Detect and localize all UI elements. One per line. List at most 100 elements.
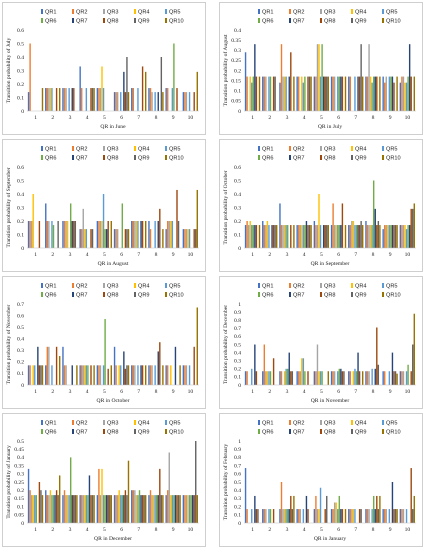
bar (255, 509, 258, 523)
bar (247, 225, 250, 248)
legend-label: QR5 (386, 421, 398, 427)
bar (124, 92, 127, 111)
bar (162, 365, 164, 385)
x-tick-label: 6 (337, 527, 340, 533)
bar (371, 225, 373, 248)
bar (27, 365, 30, 385)
bar (127, 460, 130, 523)
legend-label: QR1 (262, 10, 274, 16)
bar (246, 221, 248, 248)
bar (351, 221, 353, 248)
legend-swatch (382, 420, 384, 425)
chart-svg: QR1 QR2 QR3 QR4 QR5 QR6 QR7 QR8 QR9 QR10 0 0.1 0.2 0.… (5, 146, 199, 267)
y-tick-label: 0.5 (17, 439, 24, 445)
bar (46, 495, 49, 523)
legend-swatch (41, 283, 43, 288)
x-tick-label: 10 (405, 115, 411, 121)
legend-label: QR10 (386, 156, 401, 162)
bar (287, 509, 289, 523)
legend-label: QR4 (355, 284, 367, 290)
legend-swatch (351, 18, 353, 23)
legend-swatch (382, 146, 384, 151)
bar (291, 509, 294, 523)
bar (70, 457, 72, 523)
legend-label: QR5 (169, 147, 181, 153)
legend-label: QR8 (324, 293, 336, 299)
bar (296, 76, 298, 111)
bar (176, 189, 178, 248)
bar (288, 76, 290, 111)
bar (344, 76, 347, 111)
bar (68, 88, 70, 111)
x-tick-label: 8 (155, 115, 158, 121)
legend-swatch (320, 283, 322, 288)
legend-label: QR4 (138, 421, 150, 427)
legend-label: QR9 (138, 293, 150, 299)
bar (340, 76, 342, 111)
bar (354, 509, 356, 523)
bar (351, 509, 353, 523)
bar (57, 221, 59, 248)
bar (373, 495, 375, 523)
bar (288, 509, 290, 523)
legend-label: QR1 (45, 10, 57, 16)
x-tick-label: 1 (34, 527, 37, 533)
bar (134, 490, 136, 523)
bar (90, 229, 92, 248)
bar (358, 509, 361, 523)
bar (354, 368, 356, 385)
bar (65, 495, 67, 523)
bar (57, 495, 59, 523)
bar (352, 221, 355, 248)
bar (148, 88, 150, 111)
bar (91, 229, 94, 248)
bar (167, 88, 169, 111)
bar (101, 66, 103, 111)
x-tick-label: 10 (405, 527, 411, 533)
bar (40, 365, 42, 385)
bar (127, 365, 130, 385)
bar (298, 76, 300, 111)
bar (263, 225, 266, 248)
bar (326, 495, 328, 523)
bar (144, 365, 147, 385)
y-axis-title: Transition probability of November (5, 304, 12, 384)
x-tick-label: 10 (188, 115, 194, 121)
bar (338, 225, 340, 248)
x-tick-label: 2 (268, 389, 271, 395)
bar (167, 490, 169, 523)
legend-swatch (103, 283, 105, 288)
bar (384, 371, 386, 385)
bar (113, 229, 116, 248)
bar (335, 225, 337, 248)
bar (140, 221, 142, 248)
bar (330, 371, 333, 385)
bar (283, 225, 286, 248)
bar (401, 225, 403, 248)
bar (290, 225, 292, 248)
bar (123, 495, 125, 523)
bar (37, 346, 39, 385)
bar (333, 225, 336, 248)
legend-label: QR8 (107, 19, 119, 25)
x-tick-label: 2 (268, 115, 271, 121)
bar (269, 76, 272, 111)
bar (48, 88, 50, 111)
bar (141, 495, 144, 523)
bar (263, 76, 266, 111)
bar (258, 76, 261, 111)
bar (385, 76, 387, 111)
bar (244, 468, 247, 523)
x-tick-label: 4 (86, 252, 89, 258)
legend-swatch (103, 9, 105, 14)
x-tick-label: 3 (69, 389, 72, 395)
legend-swatch (134, 155, 136, 160)
bar (115, 365, 117, 385)
bar (251, 225, 253, 248)
x-tick-label: 2 (268, 252, 271, 258)
bar (402, 76, 405, 111)
legend-label: QR6 (262, 293, 274, 299)
legend-label: QR3 (324, 147, 336, 153)
legend-swatch (165, 18, 167, 23)
bar (49, 88, 52, 111)
